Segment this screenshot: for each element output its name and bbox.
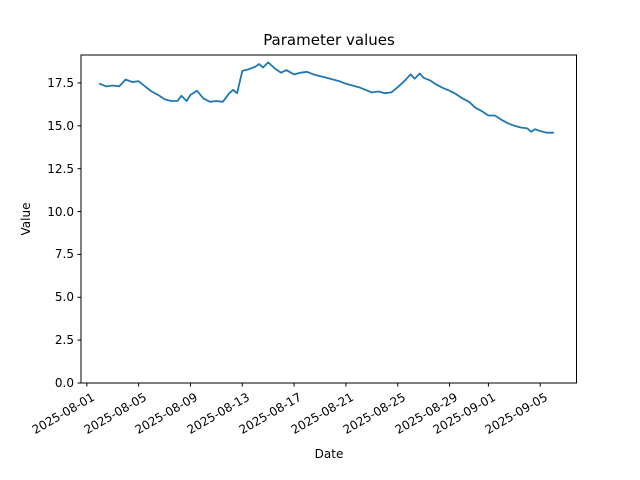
x-axis-label: Date [314, 447, 344, 461]
y-axis-label: Value [19, 202, 33, 236]
y-tick-label: 17.5 [47, 75, 74, 90]
y-tick-label: 0.0 [54, 376, 74, 390]
series-line-parameter-values [98, 61, 555, 134]
chart-title: Parameter values [263, 31, 395, 49]
y-tick-label: 15.0 [47, 118, 74, 133]
y-tick-label: 7.5 [54, 247, 74, 262]
y-tick-label: 10.0 [47, 204, 74, 219]
axes-spines [80, 54, 577, 384]
y-tick-label: 5.0 [54, 290, 74, 305]
y-tick-label: 2.5 [54, 333, 74, 348]
y-tick-label: 12.5 [47, 161, 74, 176]
